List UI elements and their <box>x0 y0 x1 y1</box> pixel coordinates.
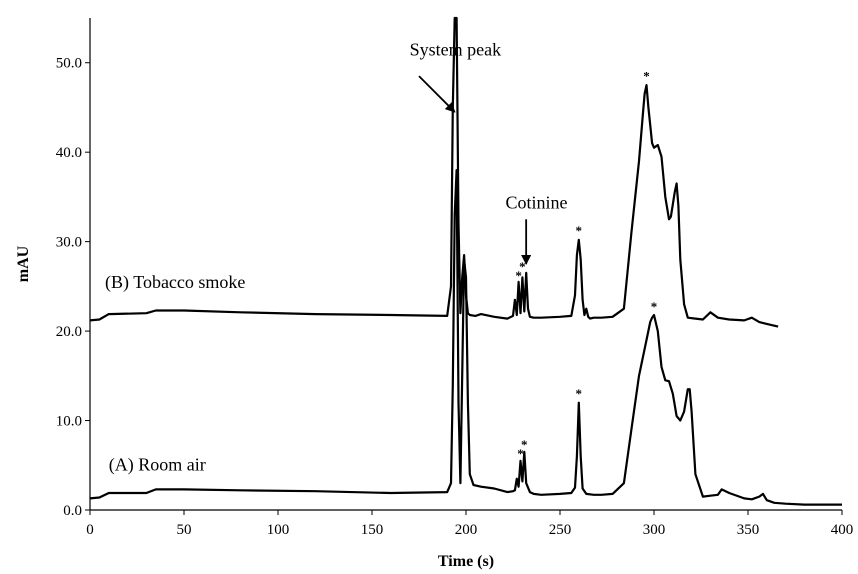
y-tick-label: 0.0 <box>63 503 82 519</box>
annotations: System peak Cotinine (B) Tobacco smoke (A) … <box>105 40 567 476</box>
x-tick-label: 0 <box>86 522 94 538</box>
x-tick-label: 150 <box>361 522 384 538</box>
peak-marker-star: * <box>643 68 650 83</box>
series-layer <box>90 16 842 506</box>
trace-label-room-air: (A) Room air <box>109 455 206 476</box>
x-tick-label: 250 <box>549 522 572 538</box>
axes: 0.0 10.0 20.0 30.0 40.0 50.0 0 50 100 150 200 250 30… <box>56 18 854 538</box>
peak-markers: ******** <box>515 68 657 460</box>
series-line-room-air <box>90 169 842 506</box>
y-tick-label: 10.0 <box>56 414 82 430</box>
y-tick-label: 50.0 <box>56 56 82 72</box>
peak-marker-star: * <box>651 299 658 314</box>
y-tick-label: 20.0 <box>56 324 82 340</box>
peak-marker-star: * <box>576 223 583 238</box>
x-axis-title: Time (s) <box>438 553 494 570</box>
annotation-system-peak-arrow <box>418 75 456 113</box>
x-tick-label: 400 <box>831 522 854 538</box>
x-tick-label: 350 <box>737 522 760 538</box>
series-line-tobacco-smoke <box>90 16 779 328</box>
peak-marker-star: * <box>515 268 522 283</box>
annotation-cotinine-label: Cotinine <box>505 193 567 213</box>
peak-marker-star: * <box>517 446 524 461</box>
peak-marker-star: * <box>576 386 583 401</box>
peak-marker-star: * <box>521 437 528 452</box>
annotation-system-peak-label: System peak <box>410 40 502 60</box>
x-tick-label: 100 <box>267 522 290 538</box>
x-tick-label: 50 <box>177 522 192 538</box>
peak-marker-star: * <box>519 259 526 274</box>
x-tick-label: 200 <box>455 522 478 538</box>
y-tick-label: 40.0 <box>56 145 82 161</box>
y-tick-label: 30.0 <box>56 235 82 251</box>
x-tick-label: 300 <box>643 522 666 538</box>
y-axis-title: mAU <box>15 245 32 282</box>
trace-label-tobacco-smoke: (B) Tobacco smoke <box>105 272 245 293</box>
